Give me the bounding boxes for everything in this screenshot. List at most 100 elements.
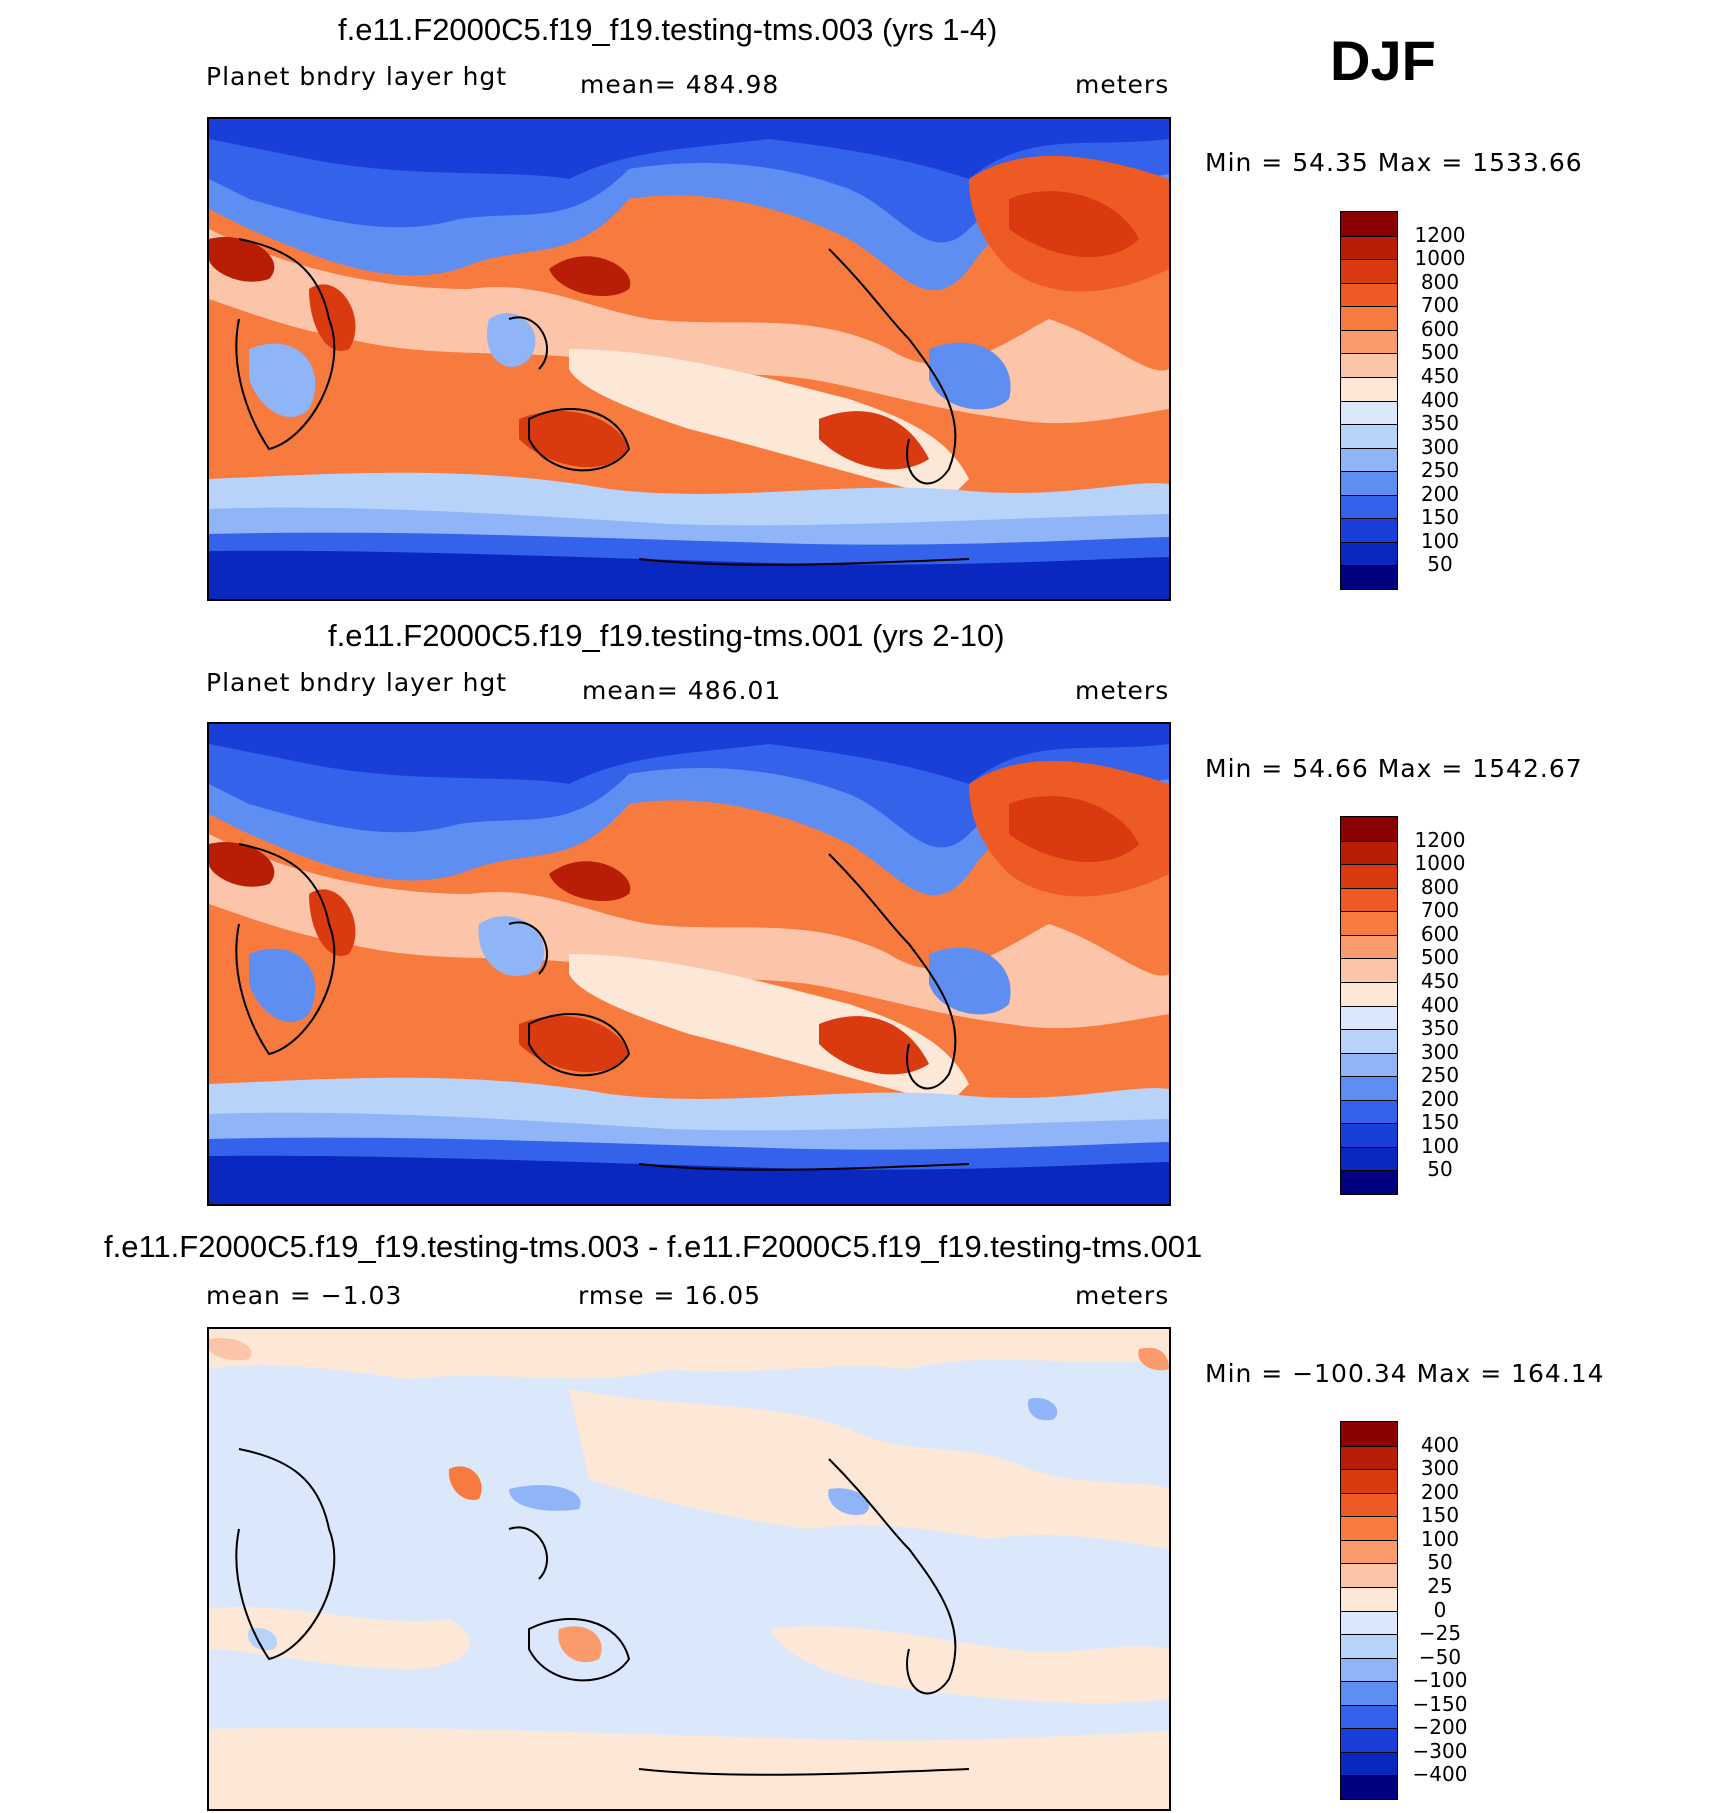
- colorbar-swatch: [1341, 887, 1397, 912]
- panel1-map: [207, 117, 1171, 601]
- colorbar-swatch: [1341, 1029, 1397, 1053]
- colorbar-label: 150: [1420, 1503, 1460, 1528]
- colorbar-label: 1000: [1414, 851, 1466, 876]
- panel3-units: meters: [1075, 1281, 1170, 1310]
- colorbar-swatch: [1341, 840, 1397, 865]
- panel2-map: [207, 722, 1171, 1206]
- colorbar-swatch: [1341, 400, 1397, 425]
- panel1-units: meters: [1075, 70, 1170, 99]
- colorbar-swatch: [1341, 353, 1397, 377]
- colorbar-swatch: [1341, 541, 1397, 566]
- panel2-map-field: [209, 724, 1169, 1204]
- panel3-map: [207, 1327, 1171, 1811]
- colorbar-label: 600: [1420, 921, 1460, 946]
- colorbar-label: −200: [1412, 1715, 1468, 1740]
- panel1-title: f.e11.F2000C5.f19_f19.testing-tms.003 (y…: [338, 12, 998, 47]
- colorbar-label: 50: [1427, 552, 1453, 577]
- colorbar-swatch: [1341, 1563, 1397, 1587]
- colorbar-label: 150: [1420, 505, 1460, 530]
- colorbar-swatch: [1341, 282, 1397, 307]
- panel1-minmax: Min = 54.35 Max = 1533.66: [1205, 148, 1583, 177]
- colorbar-swatch: [1341, 329, 1397, 354]
- colorbar-swatch: [1341, 494, 1397, 519]
- colorbar-label: 1200: [1414, 827, 1466, 852]
- panel1-mean: mean= 484.98: [580, 70, 780, 99]
- colorbar-swatch: [1341, 864, 1397, 888]
- panel2-variable: Planet bndry layer hgt: [206, 668, 508, 697]
- colorbar-swatch: [1341, 1657, 1397, 1682]
- colorbar-swatch: [1341, 259, 1397, 283]
- colorbar-swatch: [1341, 212, 1397, 236]
- colorbar-swatch: [1341, 1099, 1397, 1124]
- colorbar-label: 450: [1420, 968, 1460, 993]
- colorbar-label: 500: [1420, 340, 1460, 365]
- colorbar-swatch: [1341, 447, 1397, 472]
- colorbar-swatch: [1341, 518, 1397, 542]
- colorbar-swatch: [1341, 1076, 1397, 1100]
- panel3-colorbar: [1340, 1421, 1398, 1800]
- colorbar-swatch: [1341, 817, 1397, 841]
- colorbar-swatch: [1341, 306, 1397, 330]
- colorbar-label: 400: [1420, 1432, 1460, 1457]
- panel1-colorbar: [1340, 211, 1398, 590]
- panel2-colorbar: [1340, 816, 1398, 1195]
- colorbar-swatch: [1341, 1422, 1397, 1446]
- panel3-mean: mean = −1.03: [206, 1281, 403, 1310]
- colorbar-label: 150: [1420, 1110, 1460, 1135]
- panel3-rmse: rmse = 16.05: [578, 1281, 762, 1310]
- colorbar-label: 400: [1420, 387, 1460, 412]
- panel3-map-field: [209, 1329, 1169, 1809]
- colorbar-label: 800: [1420, 874, 1460, 899]
- colorbar-label: 50: [1427, 1157, 1453, 1182]
- colorbar-label: 700: [1420, 293, 1460, 318]
- colorbar-swatch: [1341, 1170, 1397, 1194]
- colorbar-label: 0: [1433, 1597, 1447, 1622]
- colorbar-label: 200: [1420, 481, 1460, 506]
- colorbar-swatch: [1341, 1610, 1397, 1635]
- colorbar-swatch: [1341, 565, 1397, 589]
- colorbar-label: 1000: [1414, 246, 1466, 271]
- colorbar-label: 250: [1420, 458, 1460, 483]
- colorbar-label: 100: [1420, 1526, 1460, 1551]
- colorbar-swatch: [1341, 1146, 1397, 1171]
- colorbar-label: 500: [1420, 945, 1460, 970]
- colorbar-label: 350: [1420, 411, 1460, 436]
- colorbar-swatch: [1341, 1469, 1397, 1493]
- colorbar-swatch: [1341, 235, 1397, 260]
- panel1-map-field: [209, 119, 1169, 599]
- colorbar-swatch: [1341, 1751, 1397, 1776]
- colorbar-swatch: [1341, 1681, 1397, 1705]
- colorbar-swatch: [1341, 1516, 1397, 1540]
- colorbar-label: −150: [1412, 1691, 1468, 1716]
- colorbar-label: 300: [1420, 1039, 1460, 1064]
- colorbar-swatch: [1341, 376, 1397, 401]
- colorbar-swatch: [1341, 1586, 1397, 1611]
- colorbar-label: 300: [1420, 434, 1460, 459]
- colorbar-swatch: [1341, 471, 1397, 495]
- colorbar-label: −50: [1418, 1644, 1462, 1669]
- panel3-minmax: Min = −100.34 Max = 164.14: [1205, 1359, 1605, 1388]
- colorbar-label: −300: [1412, 1738, 1468, 1763]
- colorbar-swatch: [1341, 1634, 1397, 1658]
- panel2-minmax: Min = 54.66 Max = 1542.67: [1205, 754, 1583, 783]
- colorbar-label: 50: [1427, 1550, 1453, 1575]
- colorbar-swatch: [1341, 958, 1397, 982]
- colorbar-label: 100: [1420, 528, 1460, 553]
- colorbar-label: 450: [1420, 363, 1460, 388]
- colorbar-swatch: [1341, 1492, 1397, 1517]
- panel2-units: meters: [1075, 676, 1170, 705]
- colorbar-swatch: [1341, 1123, 1397, 1147]
- colorbar-label: 25: [1427, 1573, 1453, 1598]
- colorbar-swatch: [1341, 1775, 1397, 1799]
- colorbar-label: −25: [1418, 1621, 1462, 1646]
- colorbar-label: 600: [1420, 316, 1460, 341]
- colorbar-label: 800: [1420, 269, 1460, 294]
- colorbar-label: −100: [1412, 1668, 1468, 1693]
- colorbar-label: 100: [1420, 1133, 1460, 1158]
- colorbar-label: 1200: [1414, 222, 1466, 247]
- colorbar-swatch: [1341, 911, 1397, 935]
- panel2-mean: mean= 486.01: [582, 676, 782, 705]
- colorbar-swatch: [1341, 934, 1397, 959]
- colorbar-swatch: [1341, 1052, 1397, 1077]
- colorbar-swatch: [1341, 1704, 1397, 1729]
